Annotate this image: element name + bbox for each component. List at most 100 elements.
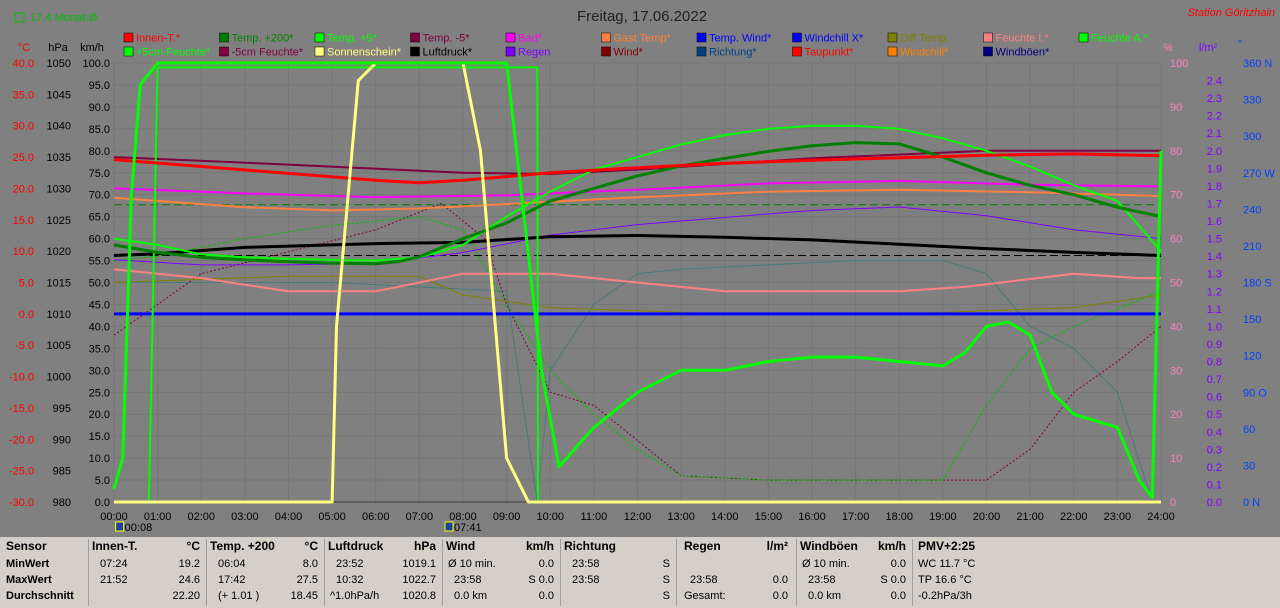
tick-rain: 1.0 bbox=[1207, 321, 1222, 333]
legend-swatch bbox=[410, 46, 420, 57]
tick-temp: 25.0 bbox=[13, 152, 34, 164]
legend-swatch bbox=[1078, 32, 1089, 43]
stats-innen-avg-val: 22.20 bbox=[172, 590, 200, 602]
legend-label: +5cm Feuchte* bbox=[136, 47, 211, 59]
tick-rain: 0.5 bbox=[1207, 409, 1222, 421]
tick-kmh: 80.0 bbox=[89, 146, 110, 158]
tick-kmh: 60.0 bbox=[89, 234, 110, 246]
tick-rain: 1.2 bbox=[1207, 286, 1222, 298]
tick-rain: 1.4 bbox=[1207, 251, 1222, 263]
legend-swatch bbox=[601, 46, 611, 57]
tick-temp: -30.0 bbox=[9, 497, 34, 509]
tick-dir: 150 bbox=[1243, 314, 1261, 326]
stats-wind-r3-label: 0.0 km bbox=[454, 590, 488, 602]
tick-hpa: 1030 bbox=[47, 183, 71, 195]
tick-rain: 0.9 bbox=[1207, 339, 1222, 351]
tick-temp: -20.0 bbox=[9, 434, 34, 446]
tick-hpa: 985 bbox=[53, 466, 71, 478]
stats-innen-header: Innen-T. bbox=[92, 539, 138, 553]
tick-hpa: 990 bbox=[53, 434, 71, 446]
tick-time: 04:00 bbox=[275, 511, 303, 523]
tick-rain: 0.2 bbox=[1207, 462, 1222, 474]
tick-dir: 30 bbox=[1243, 460, 1255, 472]
tick-hpa: 1045 bbox=[47, 89, 71, 101]
legend-swatch bbox=[123, 46, 134, 57]
tick-hpa: 980 bbox=[53, 497, 71, 509]
stats-row-avg-label: Durchschnitt bbox=[6, 590, 74, 602]
legend-label: Temp. +200* bbox=[232, 33, 295, 45]
tick-rain: 1.7 bbox=[1207, 198, 1222, 210]
stats-wind-r3-val: 0.0 bbox=[538, 590, 554, 602]
month-avg-label: 17.4 Monat-Ø bbox=[30, 12, 98, 24]
tick-rain: 1.1 bbox=[1207, 304, 1222, 316]
legend-swatch bbox=[505, 32, 516, 43]
tick-dir: 240 bbox=[1243, 204, 1261, 216]
series-line bbox=[113, 234, 1162, 257]
tick-time: 03:00 bbox=[231, 511, 259, 523]
stats-temp200-max-val: 27.5 bbox=[296, 574, 318, 586]
stats-innen-min-val: 19.2 bbox=[178, 558, 200, 570]
tick-temp: 5.0 bbox=[19, 278, 34, 290]
axis-unit-labels: °C hPa km/h% l/m² ° bbox=[18, 39, 1242, 54]
tick-pct: 90 bbox=[1170, 102, 1182, 114]
stats-wind-r1-val: 0.0 bbox=[538, 558, 554, 570]
tick-pct: 20 bbox=[1170, 409, 1182, 421]
stats-innen-unit: °C bbox=[186, 539, 200, 553]
tick-rain: 2.4 bbox=[1207, 76, 1222, 88]
legend-swatch bbox=[219, 46, 229, 57]
tick-temp: -5.0 bbox=[15, 340, 34, 352]
legend-swatch bbox=[887, 46, 898, 57]
tick-dir: 300 bbox=[1243, 131, 1261, 143]
tick-kmh: 85.0 bbox=[89, 124, 110, 136]
tick-rain: 2.0 bbox=[1207, 146, 1222, 158]
tick-kmh: 90.0 bbox=[89, 102, 110, 114]
legend-label: Luftdruck* bbox=[423, 47, 473, 59]
month-avg-checkbox[interactable] bbox=[14, 12, 25, 23]
stats-temp200-max-time: 17:42 bbox=[218, 574, 246, 586]
legend-swatch bbox=[410, 32, 420, 43]
tick-rain: 1.8 bbox=[1207, 181, 1222, 193]
stats-luftdruck-unit: hPa bbox=[413, 539, 436, 553]
tick-pct: 40 bbox=[1170, 321, 1182, 333]
tick-dir: 270 W bbox=[1243, 168, 1275, 180]
series-line bbox=[114, 260, 1161, 503]
stats-regen-r3-val: 0.0 bbox=[772, 590, 788, 602]
tick-temp: 0.0 bbox=[19, 309, 34, 321]
stats-luftdruck-avg-note: ^1.0hPa/h bbox=[330, 590, 380, 602]
legend-label: Bad* bbox=[518, 33, 543, 45]
tick-time: 06:00 bbox=[362, 511, 390, 523]
stats-luftdruck-min-val: 1019.1 bbox=[402, 558, 436, 570]
legend-label: Temp. -5* bbox=[423, 33, 471, 45]
legend-swatch bbox=[314, 32, 325, 43]
stats-regen-r2-label: 23:58 bbox=[690, 574, 718, 586]
legend-label: Windböen* bbox=[996, 47, 1051, 59]
tick-pct: 100 bbox=[1170, 58, 1188, 70]
weather-chart: Freitag, 17.06.2022 Station Göritzhain 1… bbox=[9, 7, 1275, 534]
tick-pct: 50 bbox=[1170, 278, 1182, 290]
tick-kmh: 30.0 bbox=[89, 365, 110, 377]
tick-dir: 0 N bbox=[1243, 497, 1260, 509]
stats-wind-col: Wind km/h Ø 10 min. 0.0 23:58 S 0.0 0.0 km 0… bbox=[446, 537, 558, 608]
tick-hpa: 995 bbox=[53, 403, 71, 415]
sun-marks: 00:08 07:41 bbox=[115, 521, 482, 534]
tick-rain: 0.4 bbox=[1207, 427, 1222, 439]
tick-kmh: 65.0 bbox=[89, 212, 110, 224]
axis-unit-temp: °C bbox=[18, 42, 30, 54]
tick-time: 00:00 bbox=[100, 511, 128, 523]
stats-wind-header: Wind bbox=[446, 539, 476, 553]
legend-swatch bbox=[983, 46, 993, 57]
tick-pct: 60 bbox=[1170, 234, 1182, 246]
tick-temp: -25.0 bbox=[9, 466, 34, 478]
tick-hpa: 1005 bbox=[47, 340, 71, 352]
y-axes: 40.0 35.0 30.0 25.0 20.0 15.0 10.0 5.0 0.0 -5.0 -1… bbox=[9, 58, 1275, 509]
legend-label: Temp. Wind* bbox=[709, 33, 772, 45]
legend-swatch bbox=[696, 32, 707, 43]
legend-swatch bbox=[219, 32, 229, 43]
legend-swatch bbox=[792, 46, 802, 57]
legend-label: Sonnenschein* bbox=[327, 47, 402, 59]
tick-kmh: 70.0 bbox=[89, 190, 110, 202]
legend-label: Richtung* bbox=[709, 47, 757, 59]
stats-richtung-col: Richtung 23:58 S 23:58 S S bbox=[564, 537, 674, 608]
stats-innen-col: Innen-T. °C 07:24 19.2 21:52 24.6 22.20 bbox=[92, 537, 204, 608]
stats-boeen-r2-val: S 0.0 bbox=[880, 574, 906, 586]
